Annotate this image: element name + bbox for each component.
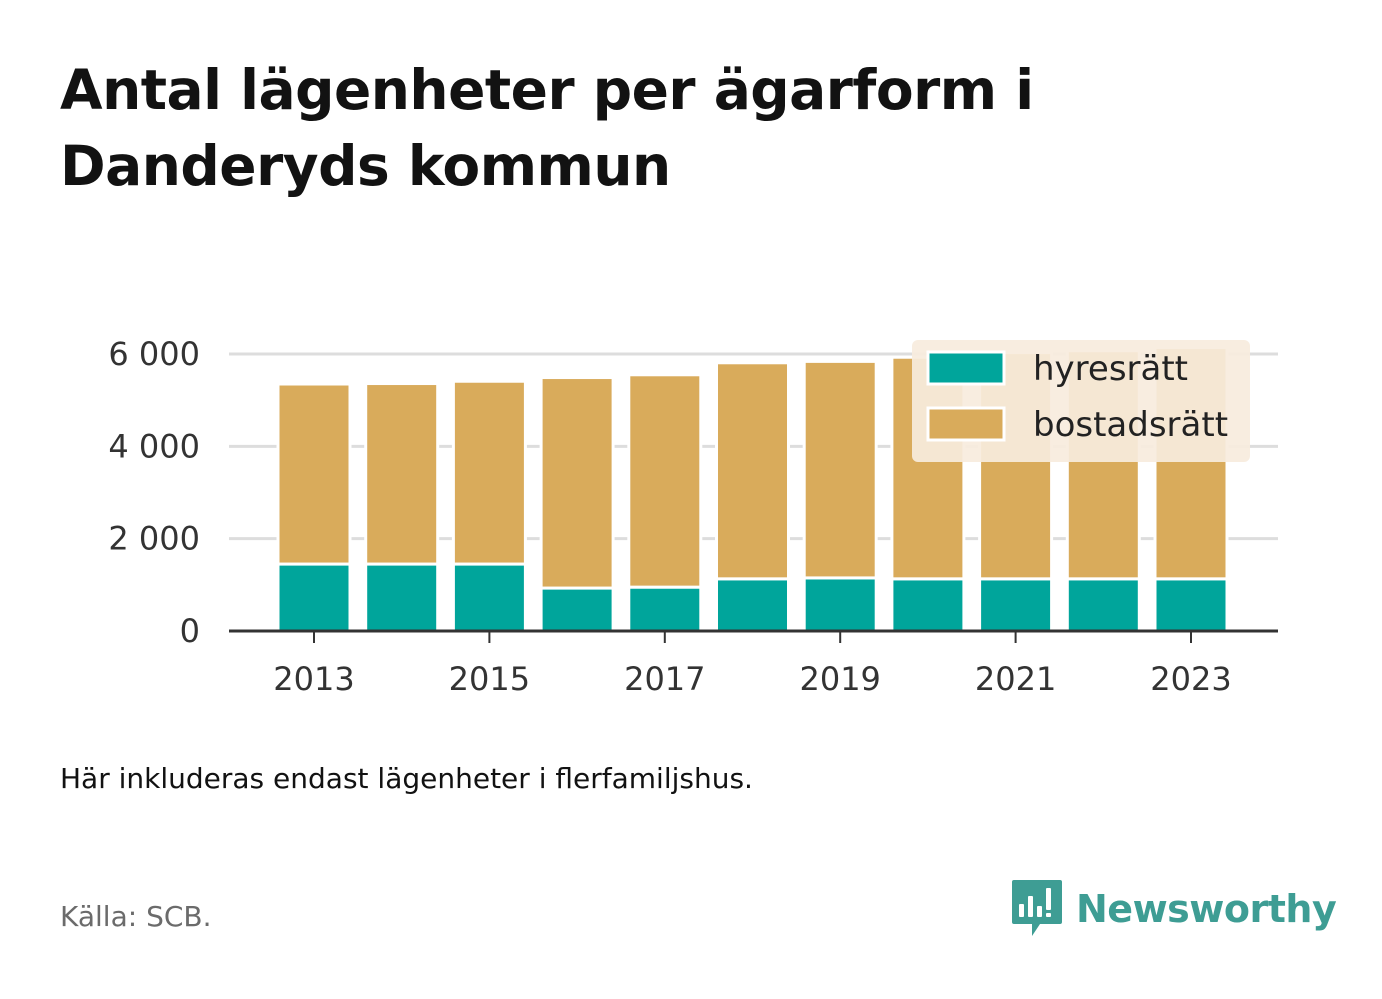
bar-segment-hyresratt [627, 585, 703, 633]
y-tick-label: 4 000 [108, 427, 200, 465]
bar-segment-bostadsratt [451, 379, 527, 566]
bar-segment-bostadsratt [627, 373, 703, 589]
brand-name: Newsworthy [1076, 887, 1337, 931]
bar-segment-hyresratt [890, 577, 966, 633]
brand-logo: Newsworthy [1010, 878, 1337, 940]
y-tick-label: 6 000 [108, 335, 200, 373]
y-tick-label: 0 [180, 612, 200, 650]
x-tick-label: 2019 [799, 660, 880, 698]
bar-segment-hyresratt [451, 562, 527, 633]
legend-label: hyresrätt [1033, 349, 1188, 389]
x-tick-label: 2021 [975, 660, 1056, 698]
source-text: Källa: SCB. [60, 900, 212, 933]
bar-segment-hyresratt [1153, 577, 1229, 633]
bar-segment-hyresratt [1065, 577, 1141, 633]
bar-segment-hyresratt [539, 586, 615, 633]
x-tick-label: 2013 [273, 660, 354, 698]
bar-segment-hyresratt [364, 562, 440, 633]
chart-note: Här inkluderas endast lägenheter i flerf… [60, 762, 753, 795]
bar-segment-bostadsratt [802, 359, 878, 580]
bar-segment-bostadsratt [539, 376, 615, 590]
bar-segment-hyresratt [276, 562, 352, 633]
x-tick-label: 2023 [1150, 660, 1231, 698]
bars [276, 346, 1229, 633]
bar-segment-hyresratt [715, 577, 790, 633]
y-tick-label: 2 000 [108, 520, 200, 558]
bar-segment-bostadsratt [715, 361, 790, 581]
x-tick-label: 2015 [449, 660, 530, 698]
legend-swatch [926, 406, 1006, 442]
axes: 0 2 000 4 000 6 000 2013 2015 2017 2019 2021 2023 [108, 335, 1278, 698]
bar-segment-bostadsratt [364, 382, 440, 566]
bar-segment-hyresratt [978, 577, 1054, 633]
legend-swatch [926, 350, 1006, 386]
x-tick-label: 2017 [624, 660, 705, 698]
newsworthy-logo-icon [1012, 880, 1062, 936]
legend: hyresrätt bostadsrätt [912, 340, 1250, 462]
bar-segment-bostadsratt [276, 382, 352, 566]
chart-title: Antal lägenheter per ägarform i Danderyd… [60, 58, 1034, 198]
bar-segment-hyresratt [802, 576, 878, 633]
legend-label: bostadsrätt [1033, 405, 1228, 445]
